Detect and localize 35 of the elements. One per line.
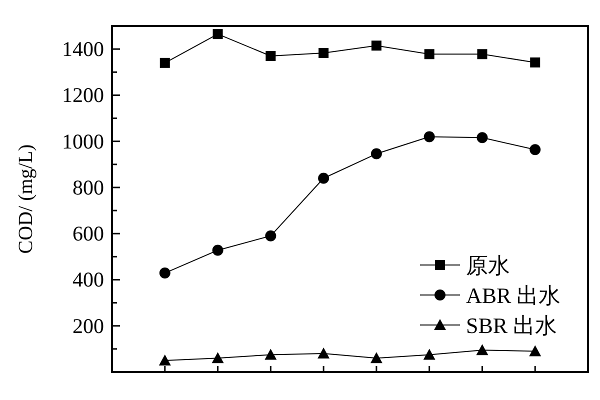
y-axis-title: COD/ (mg/L) — [15, 144, 37, 254]
point — [476, 132, 488, 144]
legend-label: 原水 — [466, 253, 510, 278]
point — [530, 144, 541, 156]
y-tick-label: 1000 — [62, 129, 104, 154]
point — [371, 40, 382, 51]
point — [423, 348, 436, 360]
point — [212, 244, 224, 256]
point — [212, 29, 223, 40]
y-tick-label: 400 — [72, 268, 104, 292]
point — [265, 230, 276, 242]
point — [370, 352, 382, 364]
y-tick-label: 1400 — [62, 37, 104, 62]
y-tick-label: 200 — [72, 314, 104, 338]
point — [266, 50, 276, 61]
point — [424, 131, 435, 142]
point — [160, 58, 170, 68]
y-tick-label: 1200 — [62, 83, 104, 108]
point — [212, 352, 224, 364]
legend-label: SBR 出水 — [466, 313, 558, 338]
point — [264, 348, 277, 360]
point — [424, 49, 434, 60]
point — [158, 354, 171, 366]
point — [318, 172, 330, 184]
point — [477, 49, 488, 60]
y-tick-label: 800 — [72, 175, 104, 200]
point — [530, 57, 540, 68]
point — [318, 48, 329, 58]
point — [159, 268, 170, 279]
y-tick-label: 600 — [72, 222, 104, 246]
point — [476, 344, 488, 356]
point — [529, 345, 542, 356]
point — [318, 348, 330, 359]
legend-label: ABR 出水 — [466, 283, 561, 308]
point — [370, 148, 382, 160]
